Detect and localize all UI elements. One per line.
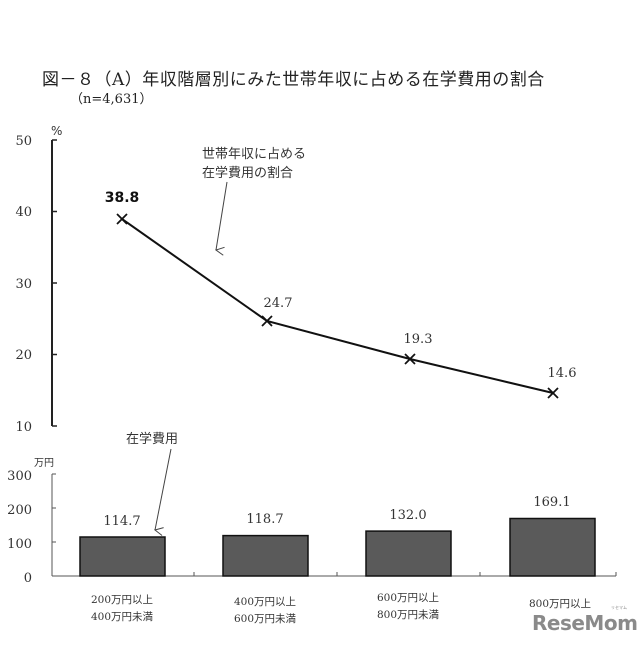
line-y-tick: 50: [15, 134, 32, 149]
bar: [365, 530, 452, 577]
line-chart: % 50 40 30 20 10 38.8 24.7 19.3 14.6 世帯年…: [15, 124, 576, 435]
category-label: 600万円以上: [377, 592, 439, 604]
category-label: 400万円未満: [91, 611, 154, 623]
bar-label: 114.7: [103, 514, 140, 529]
line-y-tick: 40: [15, 205, 32, 220]
bar-y-tick: 100: [7, 537, 32, 552]
bar: [222, 534, 309, 577]
category-label: 800万円未満: [377, 609, 440, 621]
bar-y-unit: 万円: [34, 458, 54, 469]
point-label: 19.3: [404, 332, 433, 347]
bar-label: 169.1: [533, 495, 570, 510]
bar: [509, 517, 596, 577]
category-label: 400万円以上: [234, 596, 296, 608]
line-y-tick: 10: [15, 420, 32, 435]
ratio-line: [121, 218, 554, 394]
watermark-ruby: リセマム: [611, 605, 627, 610]
line-y-tick: 30: [15, 277, 32, 292]
bar-y-tick: 0: [24, 571, 32, 586]
category-label: 800万円以上: [529, 598, 591, 610]
watermark-logo: ReseMom: [532, 611, 638, 635]
point-label: 14.6: [548, 366, 577, 381]
arrow-icon: [216, 181, 228, 250]
line-y-unit: %: [51, 124, 62, 138]
chart-title: 図－８（A）年収階層別にみた世帯年収に占める在学費用の割合: [42, 70, 545, 90]
point-label: 38.8: [105, 190, 140, 206]
bar-label: 118.7: [246, 512, 283, 527]
bar-annotation: 在学費用: [126, 431, 178, 447]
sample-size: （n=4,631）: [70, 92, 153, 107]
line-annotation: 在学費用の割合: [202, 165, 293, 181]
point-label: 24.7: [264, 296, 293, 311]
bar-y-tick: 200: [7, 503, 32, 518]
arrow-icon: [155, 448, 172, 530]
category-label: 200万円以上: [91, 594, 153, 606]
bar: [79, 536, 166, 577]
bar-y-tick: 300: [7, 469, 32, 484]
category-label: 600万円未満: [234, 613, 297, 625]
line-y-tick: 20: [15, 348, 32, 363]
x-marker-icon: [116, 213, 559, 399]
bar-label: 132.0: [389, 508, 426, 523]
bar-chart: 在学費用 万円 300 200 100 0 114.7 118.7 132.0 …: [7, 431, 617, 625]
line-annotation: 世帯年収に占める: [202, 147, 306, 162]
